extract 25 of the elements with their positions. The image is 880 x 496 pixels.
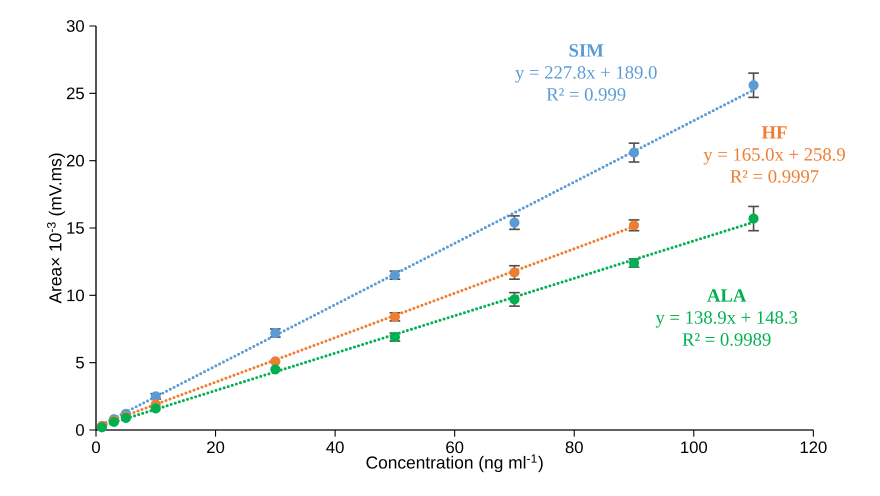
annotation: R² = 0.999 [546,88,626,101]
text: ALA [707,289,746,302]
x-tick-label: 20 [207,441,224,454]
y-tick-label: 0 [76,424,84,436]
annotation: R² = 0.9997 [730,170,819,183]
annotation: y = 227.8x + 189.0 [515,66,657,83]
x-tick-label: 60 [446,441,464,454]
x-tick-label: 100 [681,441,708,454]
y-tick-label: 30 [66,20,84,32]
y-tick-label: 25 [66,87,84,100]
text: SIM [570,44,604,57]
x-axis-title: Concentration (ng ml$^{-1}$) [366,454,543,472]
x-tick-label: 120 [800,441,827,454]
annotation: R² = 0.9989 [682,333,771,346]
y-tick-label: 15 [67,222,84,234]
y-axis-title: Area× 10$^{-3}$ (mV.ms) [47,154,65,304]
x-tick-label: 0 [92,441,100,454]
annotation: y = 165.0x + 258.9 [704,148,845,165]
y-tick-label: 10 [67,289,84,302]
y-tick-label: 5 [76,356,84,368]
x-tick-label: 80 [566,441,583,454]
text: HF [762,126,787,139]
annotation: y = 138.9x + 148.3 [656,311,798,328]
x-tick-label: 40 [326,441,344,454]
y-tick-label: 20 [66,154,84,167]
